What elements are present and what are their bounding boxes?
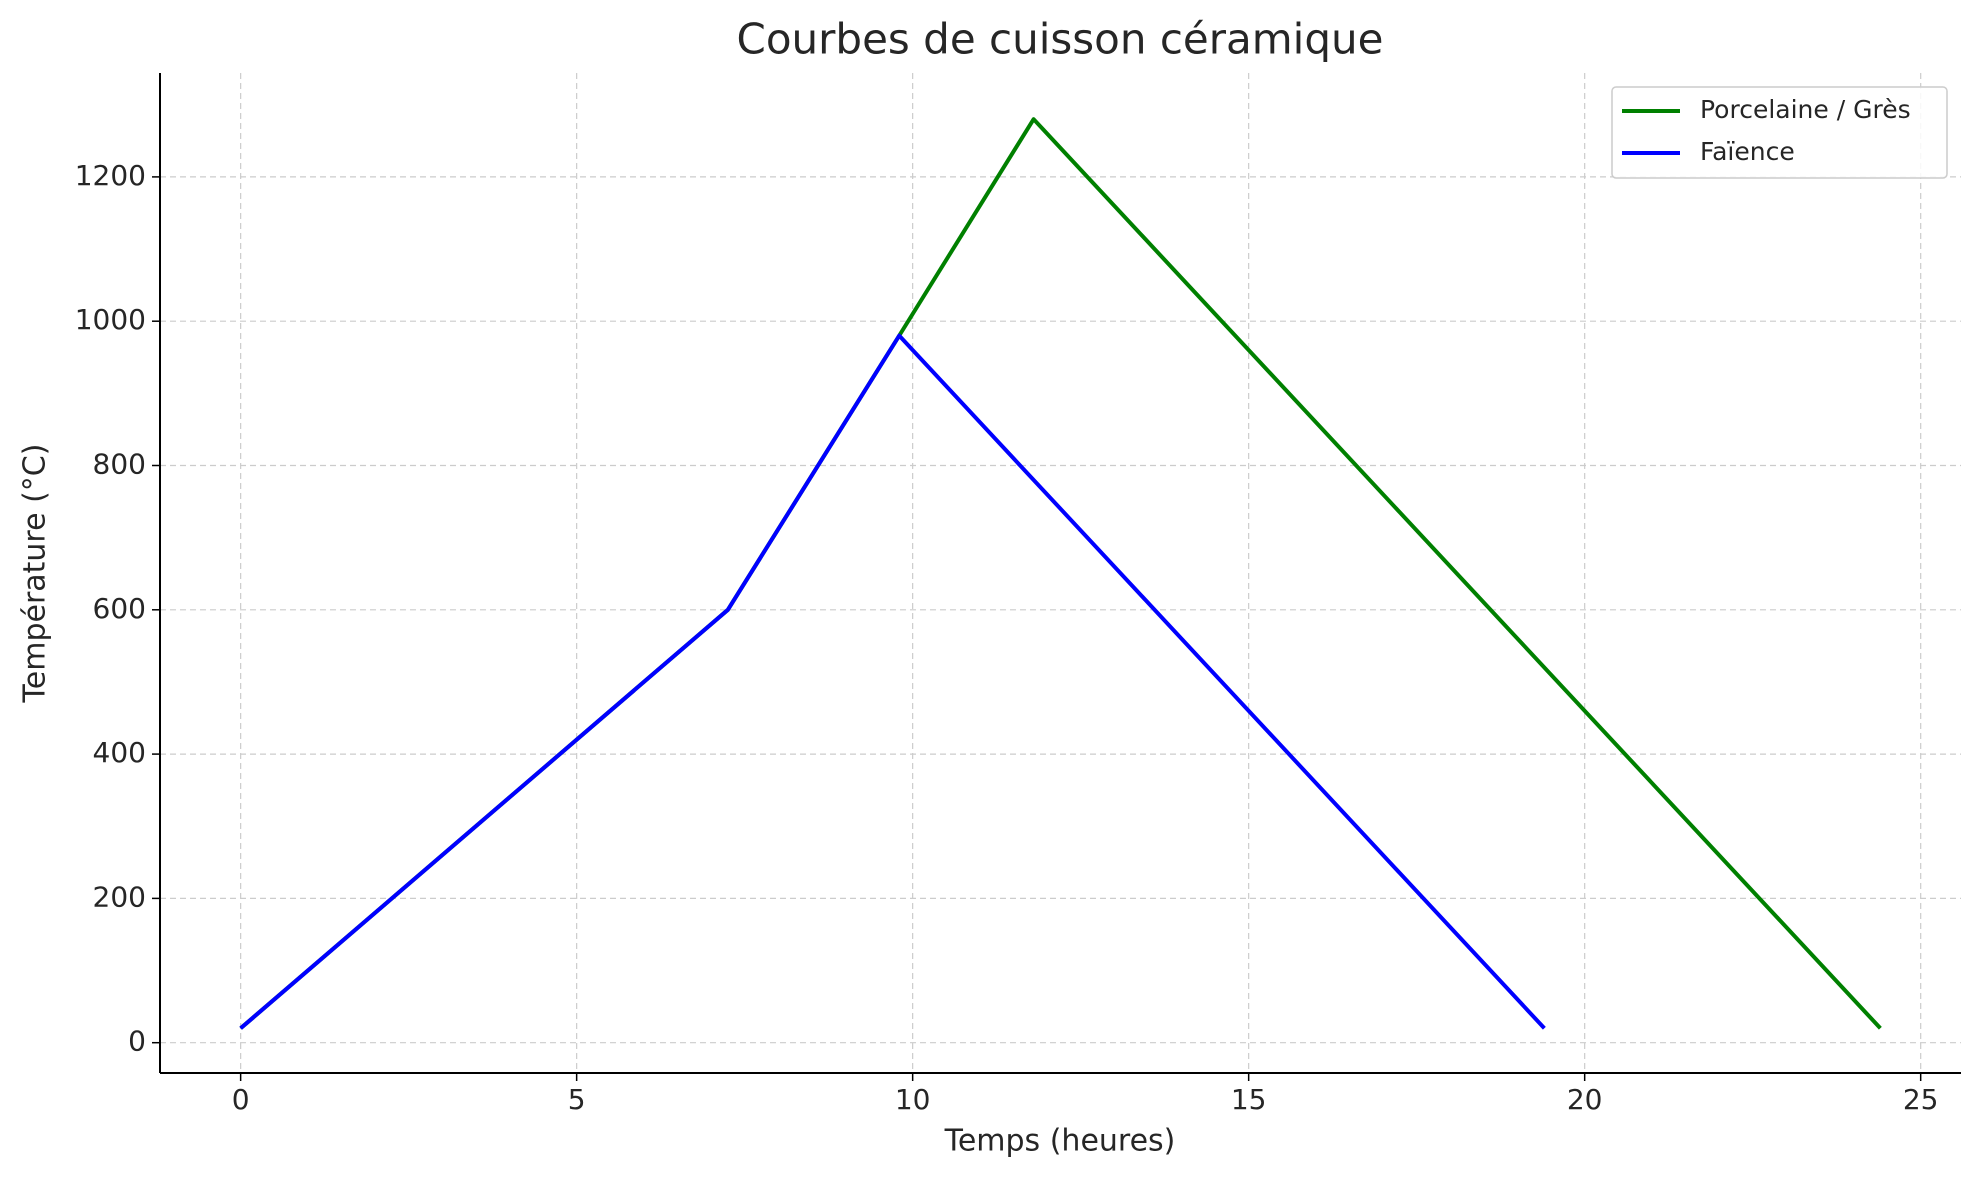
legend-label: Faïence bbox=[1700, 137, 1795, 166]
x-tick-label: 0 bbox=[232, 1083, 250, 1116]
y-tick-label: 1000 bbox=[75, 303, 146, 336]
x-tick-label: 10 bbox=[895, 1083, 931, 1116]
x-axis-label: Temps (heures) bbox=[944, 1124, 1176, 1159]
y-tick-label: 800 bbox=[93, 447, 146, 480]
y-tick-label: 0 bbox=[128, 1025, 146, 1058]
y-tick-label: 600 bbox=[93, 592, 146, 625]
series-line bbox=[239, 333, 1546, 1030]
y-axis-label: Température (°C) bbox=[18, 444, 53, 704]
chart-title: Courbes de cuisson céramique bbox=[737, 15, 1384, 64]
y-tick-label: 1200 bbox=[75, 159, 146, 192]
x-tick-label: 5 bbox=[568, 1083, 586, 1116]
series-line bbox=[239, 117, 1882, 1030]
y-tick-label: 400 bbox=[93, 736, 146, 769]
x-tick-label: 20 bbox=[1567, 1083, 1603, 1116]
legend-label: Porcelaine / Grès bbox=[1700, 95, 1911, 124]
x-tick-label: 25 bbox=[1903, 1083, 1939, 1116]
y-tick-label: 200 bbox=[93, 880, 146, 913]
legend-box bbox=[1611, 86, 1948, 179]
x-tick-label: 15 bbox=[1231, 1083, 1267, 1116]
